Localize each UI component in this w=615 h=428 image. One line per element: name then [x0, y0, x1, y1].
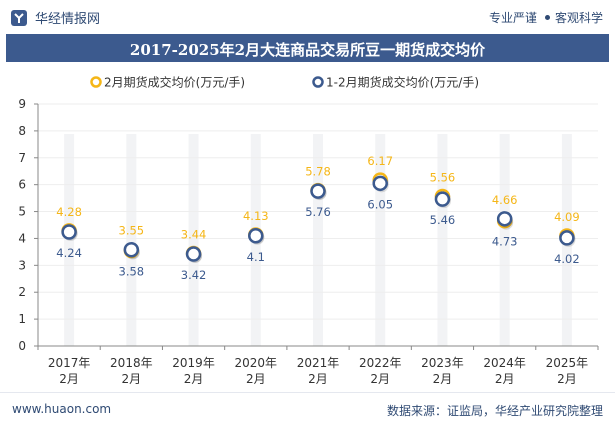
- brand-logo-icon: [11, 10, 27, 26]
- y-tick-label: 1: [18, 312, 26, 326]
- data-label-series-1: 4.13: [243, 209, 269, 223]
- y-tick-label: 8: [18, 124, 26, 138]
- data-label-series-2: 6.05: [367, 197, 393, 211]
- data-point-series-2: [559, 230, 575, 246]
- y-tick-label: 3: [18, 258, 26, 272]
- data-point-series-2: [185, 246, 202, 262]
- slogan-dot-icon: [544, 15, 550, 20]
- legend: 2月期货成交均价(万元/手) 1-2月期货成交均价(万元/手): [90, 75, 479, 90]
- data-label-series-2: 4.1: [247, 250, 265, 264]
- y-tick-label: 9: [18, 97, 26, 111]
- slogan-right: 客观科学: [554, 11, 603, 25]
- top-bar: 华经情报网 专业严谨 客观科学: [0, 0, 615, 34]
- data-label-series-1: 3.55: [119, 224, 145, 238]
- x-tick-labels: 2017年 2月 2018年 2月 2019年 2月 2020年 2月 2021年 2月 2022年…: [37, 346, 599, 386]
- data-point-series-2: [434, 191, 451, 207]
- legend-label: 1-2月期货成交均价(万元/手): [326, 75, 479, 90]
- legend-marker-icon: [312, 76, 324, 88]
- data-label-series-2: 4.02: [554, 252, 580, 266]
- data-label-series-1: 4.66: [492, 193, 518, 207]
- brand-name: 华经情报网: [35, 12, 101, 27]
- legend-marker-icon: [90, 76, 102, 88]
- axes: [37, 104, 598, 347]
- x-tick-label: 2023年 2月: [421, 356, 464, 386]
- slogan: 专业严谨 客观科学: [489, 9, 603, 26]
- data-labels: 4.28 4.24 3.55 3.58 3.44 3.42 4.13 4.1 5.78 5.76 6…: [56, 154, 579, 282]
- y-tick-labels: 0 1 2 3 4 5 6 7 8 9: [18, 97, 38, 353]
- title-bar: 2017-2025年2月大连商品交易所豆一期货成交均价: [6, 34, 609, 62]
- y-tick-label: 5: [18, 205, 26, 219]
- data-label-series-1: 4.09: [554, 210, 580, 224]
- chart-title: 2017-2025年2月大连商品交易所豆一期货成交均价: [129, 41, 486, 59]
- column-band: [499, 134, 510, 346]
- data-point-series-2: [310, 183, 326, 199]
- slogan-left: 专业严谨: [488, 11, 537, 25]
- x-tick-label: 2019年 2月: [172, 356, 215, 386]
- data-label-series-2: 4.24: [56, 246, 82, 260]
- column-band: [313, 134, 323, 346]
- x-tick-label: 2017年 2月: [48, 356, 91, 386]
- y-tick-label: 2: [18, 285, 26, 299]
- website-link[interactable]: www.huaon.com: [12, 402, 112, 416]
- x-tick-label: 2024年 2月: [483, 356, 526, 386]
- data-label-series-2: 4.73: [492, 235, 518, 249]
- data-source: 数据来源：证监局，华经产业研究院整理: [386, 404, 603, 418]
- data-points: [61, 172, 576, 264]
- data-point-series-2: [372, 175, 388, 192]
- x-tick-label: 2021年 2月: [297, 356, 340, 386]
- data-point-series-2: [248, 228, 264, 244]
- footer: www.huaon.com 数据来源：证监局，华经产业研究院整理: [0, 392, 615, 428]
- y-tick-label: 7: [18, 151, 26, 165]
- data-label-series-2: 3.42: [181, 268, 207, 282]
- data-label-series-1: 5.78: [305, 165, 331, 179]
- x-tick-label: 2020年 2月: [235, 356, 278, 386]
- legend-label: 2月期货成交均价(万元/手): [104, 75, 245, 90]
- x-tick-label: 2022年 2月: [359, 356, 402, 386]
- column-band: [64, 134, 75, 346]
- data-label-series-2: 5.76: [305, 205, 331, 219]
- x-tick-label: 2018年 2月: [110, 356, 153, 386]
- data-label-series-1: 6.17: [367, 154, 393, 168]
- column-band: [188, 134, 199, 346]
- data-label-series-1: 4.28: [56, 205, 82, 219]
- column-band: [375, 134, 386, 346]
- data-label-series-1: 5.56: [430, 170, 456, 184]
- x-tick-label: 2025年 2月: [546, 356, 589, 386]
- data-point-series-2: [123, 241, 140, 258]
- data-label-series-1: 3.44: [181, 228, 207, 242]
- data-label-series-2: 5.46: [430, 213, 456, 227]
- data-point-series-2: [496, 211, 513, 227]
- data-label-series-2: 3.58: [119, 265, 145, 279]
- column-band: [126, 134, 137, 346]
- y-tick-label: 6: [18, 178, 26, 192]
- y-tick-label: 4: [18, 231, 26, 245]
- column-band: [437, 134, 448, 346]
- y-tick-label: 0: [18, 339, 26, 353]
- data-point-series-2: [61, 224, 77, 240]
